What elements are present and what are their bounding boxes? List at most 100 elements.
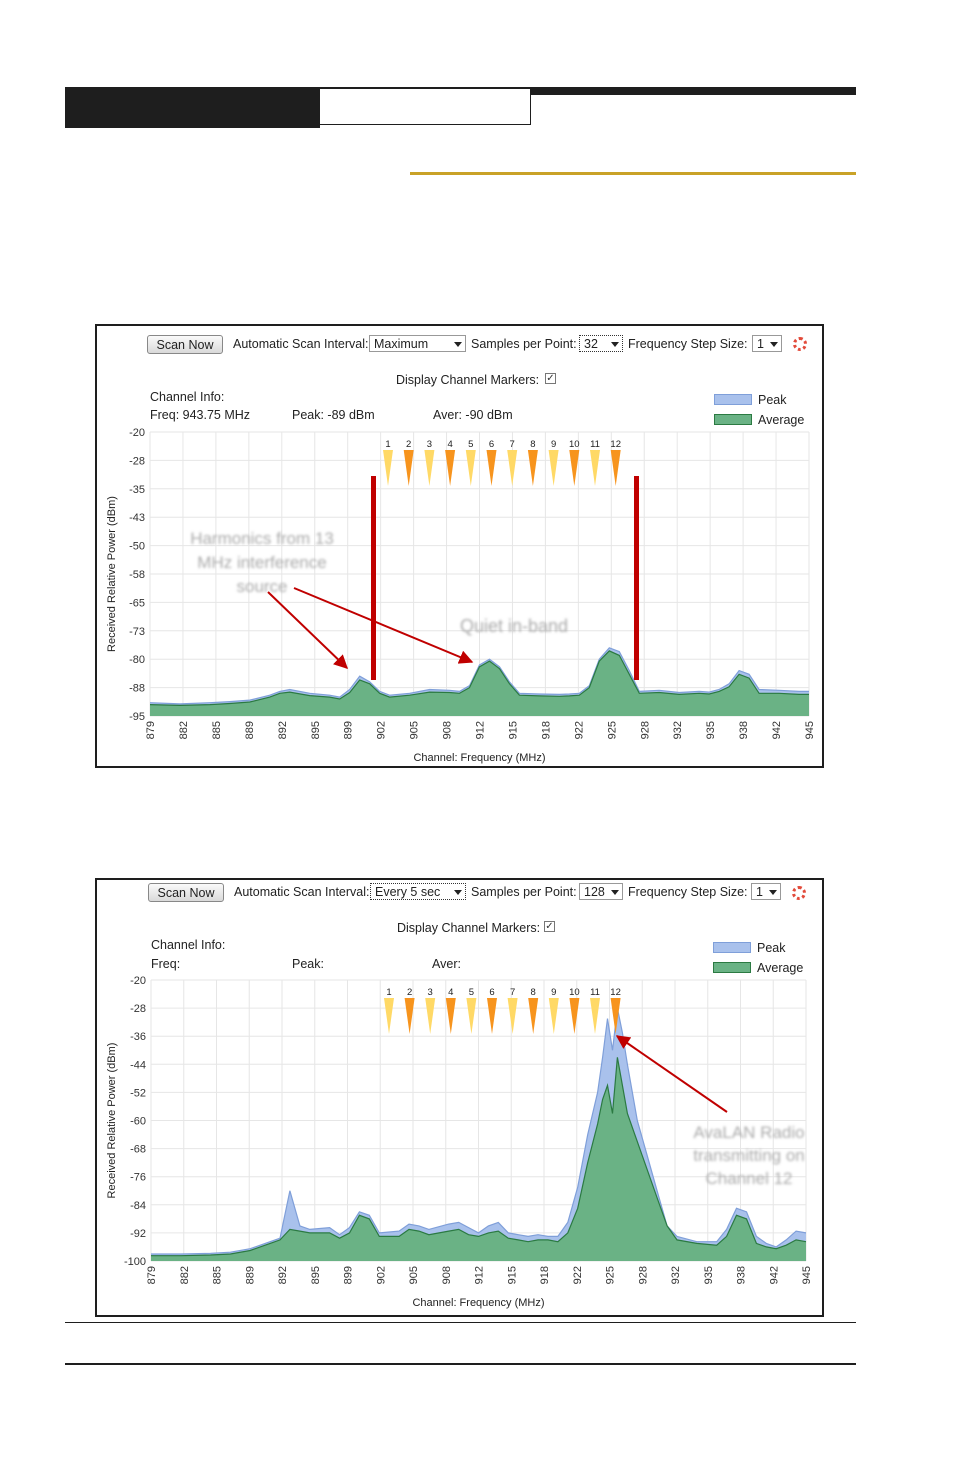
scan-interval-select[interactable]: Maximum: [369, 335, 466, 352]
channel-info-peak: Peak: -89 dBm: [292, 408, 375, 422]
samples-select[interactable]: 32: [579, 335, 623, 352]
x-tick-label: 925: [606, 721, 618, 739]
legend-average-swatch: [713, 962, 751, 973]
x-tick-label: 882: [178, 721, 190, 739]
y-tick-label: -58: [129, 569, 145, 581]
scan-interval-value: Every 5 sec: [375, 885, 441, 899]
samples-select[interactable]: 128: [579, 883, 623, 900]
legend-average-label: Average: [758, 413, 805, 427]
annotation-arrow: [267, 591, 349, 669]
channel-markers-checkbox[interactable]: ✓: [544, 921, 555, 932]
x-tick-label: 895: [310, 1266, 322, 1284]
y-tick-label: -68: [130, 1144, 146, 1156]
samples-value: 32: [584, 337, 598, 351]
scan-now-button[interactable]: Scan Now: [147, 335, 223, 354]
x-tick-label: 902: [375, 1266, 387, 1284]
spectrum-panel-2: Scan Now Automatic Scan Interval: Every …: [95, 878, 824, 1317]
chevron-down-icon: [769, 890, 777, 895]
step-size-select[interactable]: 1: [751, 883, 781, 900]
x-tick-label: 912: [474, 1266, 486, 1284]
scan-interval-label: Automatic Scan Interval:: [233, 337, 369, 351]
channel-marker-label: 7: [510, 439, 515, 450]
x-tick-label: 932: [670, 1266, 682, 1284]
footer-rule-top: [65, 1322, 856, 1323]
channel-marker: [528, 998, 539, 1034]
channel-markers-checkbox[interactable]: ✓: [545, 373, 556, 384]
samples-label: Samples per Point:: [471, 885, 577, 899]
y-tick-label: -20: [129, 427, 145, 439]
y-tick-label: -84: [130, 1200, 146, 1212]
y-tick-label: -92: [130, 1228, 146, 1240]
channel-marker: [527, 450, 538, 486]
y-tick-label: -20: [130, 975, 146, 987]
y-tick-label: -80: [129, 654, 145, 666]
x-tick-label: 908: [441, 1266, 453, 1284]
channel-marker: [548, 450, 559, 486]
average-line: [151, 1057, 807, 1257]
spectrum-chart-1: 1 2 3 4 5 6 7 8 9 10 11 12-20-28-35-43-50-58-65-73-…: [106, 427, 816, 764]
channel-marker: [590, 450, 600, 486]
channel-marker: [425, 998, 436, 1034]
scan-now-button[interactable]: Scan Now: [148, 883, 224, 902]
channel-marker: [383, 450, 393, 486]
channel-marker-label: 2: [407, 987, 412, 998]
y-tick-label: -50: [129, 541, 145, 553]
channel-info-aver: Aver: -90 dBm: [433, 408, 513, 422]
channel-marker-label: 10: [569, 439, 580, 450]
x-tick-label: 899: [343, 1266, 355, 1284]
y-tick-label: -76: [130, 1172, 146, 1184]
x-tick-label: 928: [637, 1266, 649, 1284]
x-tick-label: 942: [768, 1266, 780, 1284]
x-tick-label: 885: [212, 1266, 224, 1284]
y-tick-label: -73: [129, 626, 145, 638]
channel-marker-label: 9: [551, 987, 556, 998]
channel-marker-label: 8: [531, 987, 536, 998]
channel-markers-label: Display Channel Markers:: [396, 373, 540, 387]
legend-average-swatch: [714, 414, 752, 425]
channel-marker: [507, 998, 518, 1034]
chevron-down-icon: [454, 342, 462, 347]
channel-marker-label: 7: [510, 987, 515, 998]
peak-line: [151, 1007, 807, 1255]
channel-marker-label: 3: [427, 439, 432, 450]
annotation-arrow: [293, 587, 474, 664]
channel-marker: [487, 998, 497, 1034]
channel-info-peak: Peak:: [292, 957, 324, 971]
channel-marker-label: 6: [489, 987, 494, 998]
channel-info-freq: Freq: 943.75 MHz: [150, 408, 251, 422]
step-size-select[interactable]: 1: [752, 335, 782, 352]
y-tick-label: -35: [129, 484, 145, 496]
x-tick-label: 918: [539, 1266, 551, 1284]
annotation-harmonics-line: source: [236, 577, 287, 596]
y-tick-label: -28: [129, 455, 145, 467]
x-tick-label: 938: [736, 1266, 748, 1284]
channel-marker-label: 3: [428, 987, 433, 998]
step-size-label: Frequency Step Size:: [628, 337, 748, 351]
x-tick-label: 945: [801, 1266, 813, 1284]
y-tick-label: -28: [130, 1003, 146, 1015]
channel-marker: [569, 450, 580, 486]
scan-interval-value: Maximum: [374, 337, 429, 351]
channel-marker: [569, 998, 580, 1034]
y-tick-label: -88: [129, 683, 145, 695]
band-edge-right: [634, 476, 639, 680]
x-tick-label: 935: [705, 721, 717, 739]
loading-spinner-icon: [793, 337, 807, 351]
legend-average-label: Average: [757, 961, 804, 975]
channel-marker: [404, 998, 415, 1034]
peak-line: [149, 647, 809, 705]
channel-marker: [610, 998, 621, 1034]
x-tick-label: 922: [573, 721, 585, 739]
spectrum-chart-2: 1 2 3 4 5 6 7 8 9 10 11 12-20-28-36-44-52-60-68-76-…: [106, 975, 813, 1309]
x-tick-label: 879: [145, 721, 157, 739]
channel-markers-label: Display Channel Markers:: [397, 921, 541, 935]
x-tick-label: 899: [343, 721, 355, 739]
channel-marker-label: 1: [385, 439, 390, 450]
page-header-tab: [319, 89, 531, 125]
channel-marker-label: 1: [386, 987, 391, 998]
x-tick-label: 938: [738, 721, 750, 739]
scan-interval-select[interactable]: Every 5 sec: [370, 883, 466, 900]
channel-marker-label: 11: [590, 987, 600, 998]
channel-marker: [384, 998, 394, 1034]
channel-marker-label: 12: [610, 439, 621, 450]
